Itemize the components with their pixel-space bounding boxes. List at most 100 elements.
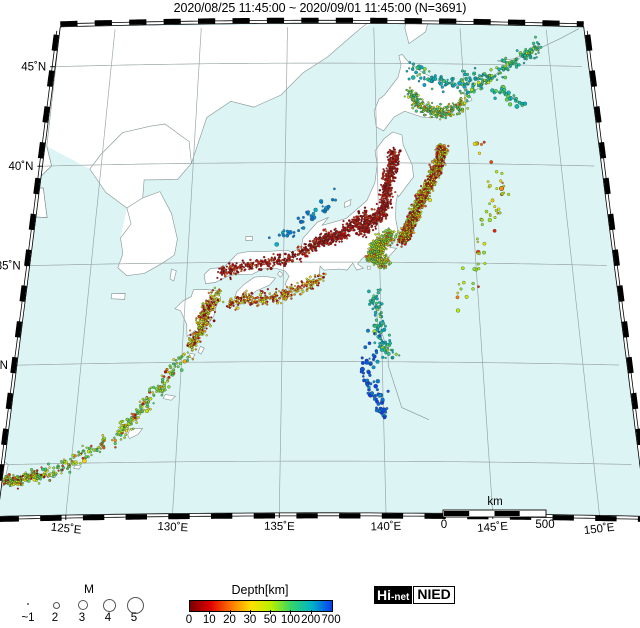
earthquake-epicenter[interactable] [284, 289, 287, 292]
earthquake-epicenter[interactable] [366, 391, 370, 395]
earthquake-epicenter[interactable] [297, 252, 300, 255]
earthquake-epicenter[interactable] [372, 239, 375, 242]
earthquake-epicenter[interactable] [412, 203, 415, 206]
earthquake-epicenter[interactable] [387, 227, 390, 230]
earthquake-epicenter[interactable] [82, 450, 85, 453]
earthquake-epicenter[interactable] [285, 229, 290, 233]
earthquake-epicenter[interactable] [428, 70, 431, 73]
earthquake-epicenter[interactable] [413, 208, 416, 211]
earthquake-epicenter[interactable] [218, 288, 221, 291]
earthquake-epicenter[interactable] [17, 480, 20, 483]
earthquake-epicenter[interactable] [504, 60, 508, 64]
earthquake-epicenter[interactable] [206, 312, 210, 315]
earthquake-epicenter[interactable] [319, 274, 322, 278]
earthquake-epicenter[interactable] [450, 104, 453, 108]
earthquake-epicenter[interactable] [266, 288, 269, 291]
earthquake-epicenter[interactable] [522, 61, 526, 65]
earthquake-epicenter[interactable] [390, 233, 393, 236]
earthquake-epicenter[interactable] [38, 477, 42, 481]
earthquake-epicenter[interactable] [202, 306, 205, 309]
earthquake-epicenter[interactable] [114, 446, 117, 449]
earthquake-epicenter[interactable] [243, 268, 246, 271]
earthquake-epicenter[interactable] [537, 51, 540, 54]
earthquake-epicenter[interactable] [276, 253, 279, 257]
earthquake-epicenter[interactable] [408, 86, 412, 89]
earthquake-epicenter[interactable] [512, 94, 516, 97]
earthquake-epicenter[interactable] [420, 188, 423, 191]
earthquake-epicenter[interactable] [169, 366, 172, 369]
earthquake-epicenter[interactable] [428, 181, 431, 184]
earthquake-epicenter[interactable] [296, 246, 299, 249]
earthquake-epicenter[interactable] [438, 160, 441, 163]
earthquake-epicenter[interactable] [497, 207, 501, 211]
earthquake-epicenter[interactable] [300, 227, 303, 230]
earthquake-epicenter[interactable] [385, 177, 388, 180]
earthquake-epicenter[interactable] [418, 203, 421, 206]
earthquake-epicenter[interactable] [398, 149, 402, 153]
earthquake-epicenter[interactable] [303, 284, 306, 287]
earthquake-epicenter[interactable] [219, 289, 222, 293]
earthquake-epicenter[interactable] [247, 301, 250, 304]
earthquake-epicenter[interactable] [405, 239, 408, 242]
earthquake-epicenter[interactable] [415, 103, 419, 106]
earthquake-epicenter[interactable] [371, 365, 376, 370]
earthquake-epicenter[interactable] [537, 45, 540, 49]
earthquake-epicenter[interactable] [498, 91, 502, 95]
earthquake-epicenter[interactable] [315, 249, 318, 252]
earthquake-epicenter[interactable] [324, 228, 327, 231]
earthquake-epicenter[interactable] [190, 346, 193, 349]
earthquake-epicenter[interactable] [444, 116, 448, 120]
earthquake-epicenter[interactable] [381, 230, 385, 234]
earthquake-epicenter[interactable] [363, 228, 366, 231]
earthquake-epicenter[interactable] [385, 233, 388, 236]
earthquake-epicenter[interactable] [386, 191, 389, 194]
earthquake-epicenter[interactable] [256, 303, 260, 306]
earthquake-epicenter[interactable] [443, 112, 446, 115]
earthquake-epicenter[interactable] [397, 238, 400, 241]
earthquake-epicenter[interactable] [101, 438, 104, 441]
earthquake-epicenter[interactable] [387, 150, 390, 153]
earthquake-epicenter[interactable] [452, 82, 455, 86]
earthquake-epicenter[interactable] [250, 295, 253, 298]
earthquake-epicenter[interactable] [367, 247, 370, 250]
earthquake-epicenter[interactable] [393, 167, 397, 170]
earthquake-epicenter[interactable] [243, 291, 246, 294]
earthquake-epicenter[interactable] [320, 277, 323, 280]
earthquake-epicenter[interactable] [209, 305, 212, 308]
earthquake-epicenter[interactable] [408, 215, 411, 218]
earthquake-epicenter[interactable] [296, 286, 299, 289]
earthquake-epicenter[interactable] [261, 259, 264, 262]
earthquake-epicenter[interactable] [210, 290, 213, 293]
earthquake-epicenter[interactable] [426, 186, 429, 189]
earthquake-epicenter[interactable] [205, 311, 208, 314]
earthquake-epicenter[interactable] [200, 322, 203, 325]
earthquake-epicenter[interactable] [438, 111, 441, 114]
earthquake-epicenter[interactable] [381, 188, 384, 191]
earthquake-epicenter[interactable] [240, 263, 243, 266]
earthquake-epicenter[interactable] [230, 303, 233, 306]
earthquake-epicenter[interactable] [373, 324, 377, 328]
earthquake-epicenter[interactable] [395, 157, 398, 160]
earthquake-epicenter[interactable] [389, 160, 392, 163]
earthquake-epicenter[interactable] [473, 66, 477, 70]
earthquake-epicenter[interactable] [437, 153, 440, 156]
earthquake-epicenter[interactable] [394, 176, 397, 179]
earthquake-epicenter[interactable] [163, 386, 166, 390]
earthquake-epicenter[interactable] [32, 473, 35, 476]
earthquake-epicenter[interactable] [259, 298, 262, 301]
earthquake-epicenter[interactable] [408, 91, 412, 94]
earthquake-epicenter[interactable] [71, 462, 75, 466]
earthquake-epicenter[interactable] [483, 262, 487, 265]
earthquake-epicenter[interactable] [278, 297, 281, 300]
earthquake-epicenter[interactable] [232, 272, 236, 275]
earthquake-epicenter[interactable] [432, 110, 435, 114]
earthquake-epicenter[interactable] [68, 470, 72, 474]
earthquake-epicenter[interactable] [456, 102, 459, 105]
earthquake-epicenter[interactable] [315, 238, 318, 241]
earthquake-epicenter[interactable] [330, 198, 335, 202]
earthquake-epicenter[interactable] [375, 327, 380, 332]
earthquake-epicenter[interactable] [403, 95, 406, 98]
earthquake-epicenter[interactable] [205, 327, 208, 330]
earthquake-epicenter[interactable] [391, 231, 394, 234]
earthquake-epicenter[interactable] [316, 281, 319, 284]
